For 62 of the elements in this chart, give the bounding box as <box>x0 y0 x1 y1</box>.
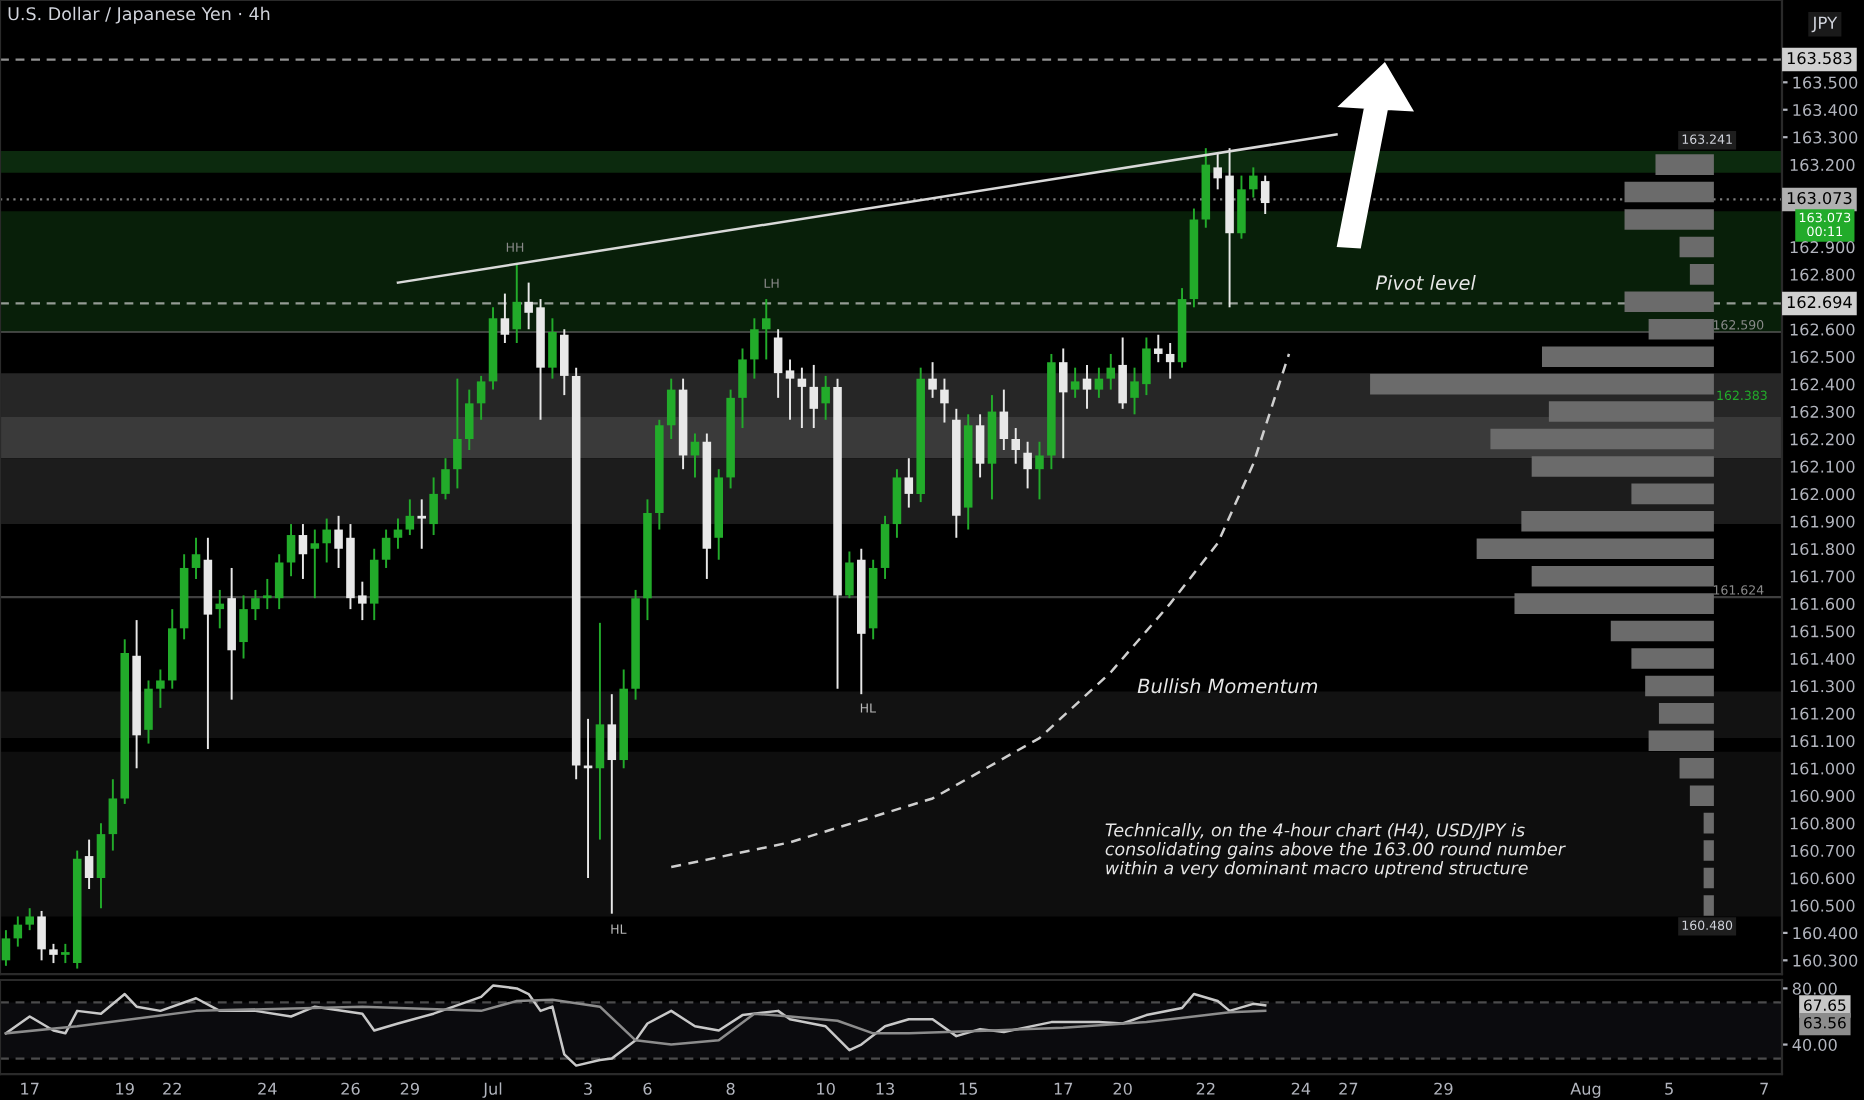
y-tick-label: 160.800 <box>1790 817 1855 830</box>
ref-line-label: 163.583 <box>1787 52 1852 65</box>
y-tick-label: 161.800 <box>1790 542 1855 556</box>
y-tick-label: 162.400 <box>1790 378 1855 391</box>
x-tick-label: 24 <box>1291 1082 1311 1095</box>
y-tick-label: 162.200 <box>1790 433 1855 446</box>
y-tick-label: 163.500 <box>1793 76 1858 89</box>
ref-line-label: 163.073 <box>1787 191 1852 205</box>
y-tick-label: 162.900 <box>1790 241 1855 254</box>
annotation: Bullish Momentum <box>1137 678 1318 694</box>
y-tick-label: 160.500 <box>1790 899 1855 912</box>
y-tick-label: 160.400 <box>1793 927 1858 940</box>
x-tick-label: Aug <box>1570 1082 1601 1098</box>
y-tick-label: 160.900 <box>1790 789 1855 803</box>
y-tick-label: 160.700 <box>1790 844 1855 857</box>
x-tick-label: 26 <box>341 1082 360 1095</box>
y-tick-label: 162.500 <box>1790 350 1855 364</box>
x-tick-label: 7 <box>1760 1082 1768 1095</box>
x-tick-label: 13 <box>876 1082 895 1095</box>
y-tick-label: 80.00 <box>1792 982 1837 995</box>
x-tick-label: 22 <box>1196 1082 1215 1095</box>
x-tick-label: 5 <box>1665 1082 1673 1095</box>
annotation: Technically, on the 4-hour chart (H4), USD/JPY is consolidating gains above the 163.00 round number within a very dominant macro uptrend structure <box>1105 823 1566 878</box>
x-tick-label: 20 <box>1113 1082 1132 1095</box>
x-tick-label: 6 <box>643 1082 652 1095</box>
y-tick-label: 160.600 <box>1790 872 1855 885</box>
x-tick-label: 29 <box>400 1082 419 1095</box>
y-tick-label: 160.300 <box>1793 954 1858 967</box>
y-tick-label: 162.000 <box>1790 488 1855 501</box>
ref-line-label: 162.694 <box>1787 295 1852 309</box>
x-tick-label: 3 <box>584 1082 592 1095</box>
y-tick-label: 163.400 <box>1793 103 1858 117</box>
y-tick-label: 163.300 <box>1793 131 1858 144</box>
x-tick-label: 27 <box>1339 1082 1358 1095</box>
x-tick-label: 29 <box>1434 1082 1453 1095</box>
x-tick-label: 10 <box>817 1082 835 1095</box>
y-tick-label: 161.000 <box>1790 762 1855 775</box>
y-tick-label: 161.900 <box>1790 515 1855 528</box>
y-tick-label: 163.200 <box>1790 158 1855 171</box>
x-tick-label: 22 <box>163 1082 181 1095</box>
x-tick-label: 17 <box>21 1082 39 1095</box>
text: JPY <box>1811 16 1838 33</box>
chart-title: U.S. Dollar / Japanese Yen · 4h <box>8 6 270 24</box>
x-tick-label: 15 <box>959 1082 978 1095</box>
y-tick-label: 40.00 <box>1792 1038 1837 1051</box>
y-tick-label: 162.100 <box>1790 460 1855 473</box>
x-tick-label: 17 <box>1054 1082 1073 1095</box>
annotation: Pivot level <box>1375 275 1476 291</box>
y-tick-label: 161.400 <box>1790 652 1855 665</box>
y-tick-label: 161.700 <box>1790 570 1855 583</box>
y-tick-label: 161.100 <box>1790 734 1855 748</box>
y-tick-label: 161.300 <box>1790 680 1855 693</box>
x-tick-label: 8 <box>726 1082 735 1095</box>
x-tick-label: 19 <box>116 1082 134 1095</box>
y-tick-label: 161.200 <box>1790 707 1855 720</box>
y-tick-label: 162.800 <box>1790 268 1855 281</box>
y-tick-label: 162.300 <box>1790 405 1855 418</box>
y-tick-label: 162.600 <box>1790 323 1855 336</box>
y-tick-label: 161.500 <box>1790 625 1855 638</box>
y-tick-label: 161.600 <box>1790 597 1855 610</box>
x-tick-label: 24 <box>258 1082 277 1095</box>
x-tick-label: Jul <box>482 1082 502 1098</box>
